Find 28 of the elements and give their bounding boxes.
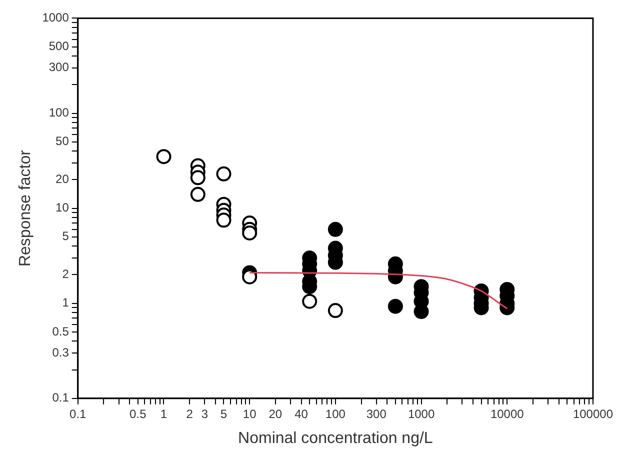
y-tick-label: 0.5 — [52, 324, 70, 338]
y-tick-label: 0.1 — [52, 390, 70, 405]
x-tick-label: 2 — [186, 406, 194, 421]
y-tick-label: 50 — [56, 134, 70, 148]
x-tick-label: 0.5 — [130, 406, 147, 421]
y-tick-label: 0.3 — [52, 345, 70, 360]
x-tick-label: 100 — [325, 406, 346, 421]
y-tick-label: 20 — [56, 172, 70, 186]
x-tick-label: 300 — [366, 406, 387, 421]
y-tick-label: 1000 — [42, 10, 70, 25]
x-tick-label: 20 — [268, 406, 282, 421]
x-tick-label: 5 — [220, 406, 228, 421]
x-tick-label: 1 — [160, 406, 168, 421]
x-tick-label: 10000 — [490, 406, 524, 421]
y-tick-label: 1 — [62, 296, 70, 310]
x-tick-label: 100000 — [572, 406, 614, 421]
y-axis-title: Response factor — [17, 149, 34, 267]
x-tick-label: 10 — [242, 406, 257, 421]
x-tick-label: 40 — [294, 406, 308, 421]
y-tick-label: 2 — [62, 267, 70, 282]
y-tick-label: 300 — [48, 60, 70, 74]
x-tick-label: 3 — [201, 406, 208, 421]
x-tick-label: 1000 — [408, 406, 435, 421]
y-tick-label: 5 — [62, 229, 70, 244]
y-tick-label: 100 — [48, 106, 70, 120]
y-tick-label: 500 — [48, 39, 70, 54]
y-tick-label: 10 — [56, 200, 70, 215]
x-axis-title: Nominal concentration ng/L — [238, 430, 433, 447]
